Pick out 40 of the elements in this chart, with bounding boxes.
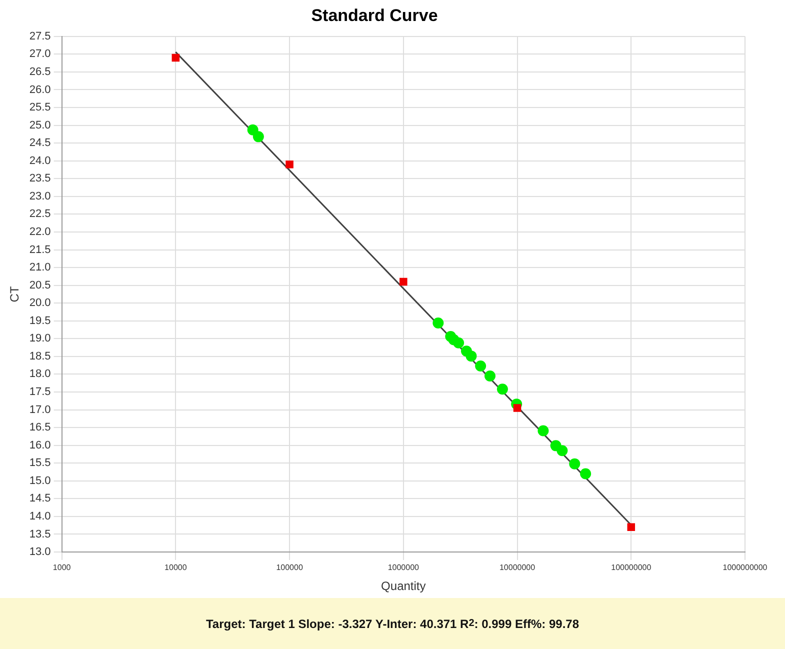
y-tick-label: 25.5 (29, 102, 51, 114)
y-tick-label: 27.0 (29, 48, 51, 60)
y-tick-label: 13.5 (29, 528, 51, 540)
y-tick-label: 13.0 (29, 546, 51, 558)
y-tick-label: 22.0 (29, 226, 51, 238)
y-tick-label: 15.5 (29, 457, 51, 470)
y-tick-label: 18.5 (29, 350, 51, 362)
y-tick-label: 18.0 (29, 368, 51, 380)
y-tick-label: 21.0 (29, 262, 51, 274)
x-axis-title: Quantity (381, 579, 426, 594)
x-tick-label: 100000 (276, 563, 304, 572)
x-tick-label: 1000000 (388, 563, 420, 572)
y-tick-label: 27.5 (29, 30, 51, 42)
x-tick-label: 10000 (164, 563, 188, 572)
y-tick-label: 23.0 (29, 190, 51, 202)
x-tick-label: 1000 (52, 563, 72, 572)
y-tick-label: 20.5 (29, 279, 51, 292)
y-tick-label: 20.0 (29, 297, 51, 310)
y-tick-label: 19.5 (29, 314, 51, 327)
y-tick-label: 26.5 (29, 66, 51, 78)
chart-title: Standard Curve (311, 6, 438, 25)
y-tick-label: 25.0 (29, 119, 51, 132)
y-tick-label: 17.0 (29, 404, 51, 416)
y-tick-label: 19.0 (29, 332, 51, 345)
x-tick-label: 100000000 (611, 563, 652, 572)
y-tick-label: 14.5 (29, 492, 51, 505)
x-tick-label: 1000000000 (722, 563, 768, 572)
x-tick-label: 10000000 (499, 563, 536, 572)
y-tick-label: 16.0 (29, 439, 51, 452)
y-tick-label: 14.0 (29, 510, 51, 522)
y-tick-label: 22.5 (29, 208, 51, 220)
y-axis-title: CT (8, 286, 22, 302)
y-tick-label: 26.0 (29, 84, 51, 96)
y-tick-label: 24.5 (29, 137, 51, 150)
y-tick-label: 24.0 (29, 154, 51, 167)
y-tick-label: 21.5 (29, 244, 51, 256)
y-tick-label: 17.5 (29, 386, 51, 398)
y-tick-label: 15.0 (29, 474, 51, 487)
y-tick-label: 16.5 (29, 422, 51, 434)
y-tick-label: 23.5 (29, 172, 51, 185)
